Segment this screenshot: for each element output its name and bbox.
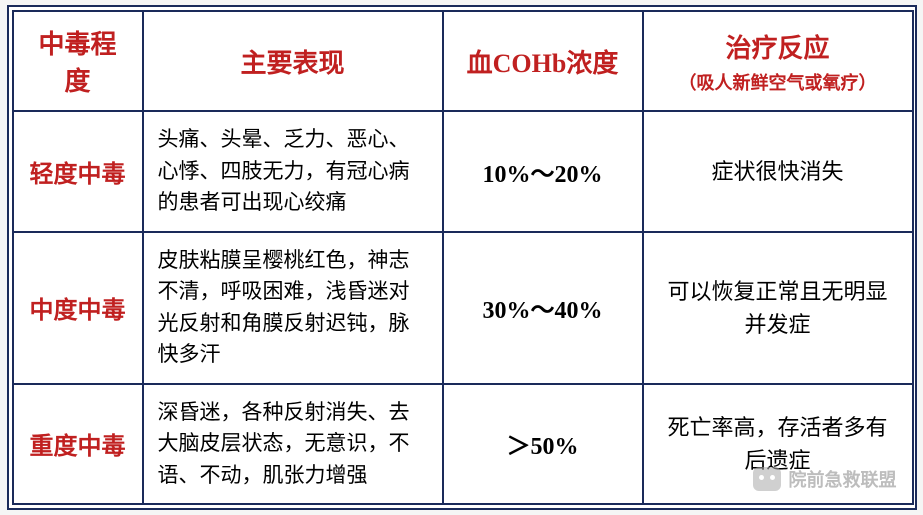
header-treatment-sub: （吸人新鲜空气或氧疗） [658,69,898,95]
cell-treatment: 症状很快消失 [643,111,913,232]
cell-cohb: 30%～40% [443,232,643,384]
table-header-row: 中毒程度 主要表现 血COHb浓度 治疗反应 （吸人新鲜空气或氧疗） [13,11,913,111]
header-symptoms: 主要表现 [143,11,443,111]
cell-level: 中度中毒 [13,232,143,384]
poisoning-severity-table: 中毒程度 主要表现 血COHb浓度 治疗反应 （吸人新鲜空气或氧疗） 轻度中毒 … [7,5,917,510]
cell-symptoms: 皮肤粘膜呈樱桃红色，神志不清，呼吸困难，浅昏迷对光反射和角膜反射迟钝，脉快多汗 [143,232,443,384]
cell-level: 重度中毒 [13,384,143,505]
wechat-icon [753,467,781,491]
cell-level: 轻度中毒 [13,111,143,232]
header-treatment: 治疗反应 （吸人新鲜空气或氧疗） [643,11,913,111]
header-cohb: 血COHb浓度 [443,11,643,111]
cell-cohb: ＞50% [443,384,643,505]
data-table: 中毒程度 主要表现 血COHb浓度 治疗反应 （吸人新鲜空气或氧疗） 轻度中毒 … [12,10,914,505]
cell-treatment: 可以恢复正常且无明显并发症 [643,232,913,384]
cell-cohb: 10%～20% [443,111,643,232]
header-treatment-main: 治疗反应 [725,34,829,63]
table-row: 轻度中毒 头痛、头晕、乏力、恶心、心悸、四肢无力，有冠心病的患者可出现心绞痛 1… [13,111,913,232]
cell-symptoms: 头痛、头晕、乏力、恶心、心悸、四肢无力，有冠心病的患者可出现心绞痛 [143,111,443,232]
header-level: 中毒程度 [13,11,143,111]
watermark: 院前急救联盟 [753,466,897,492]
table-row: 中度中毒 皮肤粘膜呈樱桃红色，神志不清，呼吸困难，浅昏迷对光反射和角膜反射迟钝，… [13,232,913,384]
watermark-text: 院前急救联盟 [789,466,897,492]
cell-symptoms: 深昏迷，各种反射消失、去大脑皮层状态，无意识，不语、不动，肌张力增强 [143,384,443,505]
